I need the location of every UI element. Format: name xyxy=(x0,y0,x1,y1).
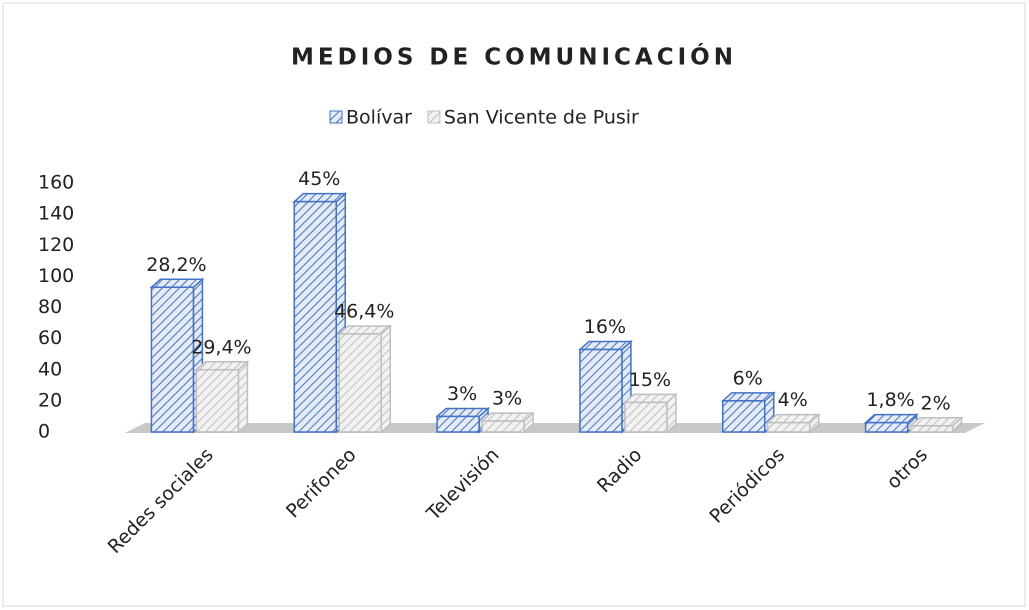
data-label: 2% xyxy=(921,392,951,414)
data-label: 3% xyxy=(447,383,477,405)
data-label: 6% xyxy=(733,367,763,389)
data-label: 1,8% xyxy=(866,389,914,411)
bar-top xyxy=(194,361,250,371)
bar-front xyxy=(293,200,337,433)
bar-front xyxy=(195,369,240,433)
bar xyxy=(622,392,678,434)
bar-front xyxy=(579,348,623,433)
data-label: 29,4% xyxy=(191,336,251,358)
bar-front xyxy=(436,415,480,433)
bar-top xyxy=(720,392,776,402)
bar xyxy=(194,360,250,434)
bar-front xyxy=(338,333,382,433)
bar xyxy=(337,324,393,434)
bar xyxy=(863,412,919,434)
bar-front xyxy=(722,400,766,433)
bar-top xyxy=(480,412,536,422)
bar xyxy=(435,406,491,434)
bar-front xyxy=(909,425,954,433)
bar-top xyxy=(435,407,491,418)
y-tick-label: 120 xyxy=(38,234,74,256)
bar-top xyxy=(863,413,919,424)
bar-side xyxy=(380,324,391,434)
y-tick-label: 20 xyxy=(38,389,62,411)
bar xyxy=(720,391,776,434)
y-tick-label: 60 xyxy=(38,327,62,349)
y-tick-label: 80 xyxy=(38,296,62,318)
chart-title: MEDIOS DE COMUNICACIÓN xyxy=(291,43,737,71)
bar-top xyxy=(577,340,633,351)
bar xyxy=(765,412,821,434)
bar-front xyxy=(624,401,668,433)
bar-side xyxy=(237,360,249,434)
bar-top xyxy=(765,413,821,424)
data-label: 45% xyxy=(298,168,340,190)
y-tick-label: 140 xyxy=(38,203,74,225)
data-label: 16% xyxy=(584,316,626,338)
data-label: 46,4% xyxy=(334,300,394,322)
legend-swatch xyxy=(427,110,441,124)
bar xyxy=(577,339,633,434)
bar-top xyxy=(908,417,964,427)
data-label: 3% xyxy=(492,388,522,410)
y-tick-label: 160 xyxy=(38,172,74,194)
data-label: 28,2% xyxy=(146,254,206,276)
bar-front xyxy=(150,286,195,433)
y-tick-label: 100 xyxy=(38,265,74,287)
y-tick-label: 0 xyxy=(38,421,50,443)
bar-top xyxy=(292,192,348,203)
legend-label: Bolívar xyxy=(346,107,412,129)
bar-top xyxy=(337,325,393,335)
bar-top xyxy=(149,278,205,289)
data-label: 4% xyxy=(778,389,808,411)
legend-label: San Vicente de Pusir xyxy=(444,107,639,129)
bar-top xyxy=(622,393,678,404)
bar-front xyxy=(767,421,811,433)
floor xyxy=(125,423,985,433)
legend-swatch xyxy=(329,110,343,124)
data-label: 15% xyxy=(629,369,671,391)
y-tick-label: 40 xyxy=(38,358,62,380)
bar xyxy=(908,416,964,434)
bar-front xyxy=(864,421,909,433)
bar-front xyxy=(481,420,525,433)
bar xyxy=(480,411,536,434)
